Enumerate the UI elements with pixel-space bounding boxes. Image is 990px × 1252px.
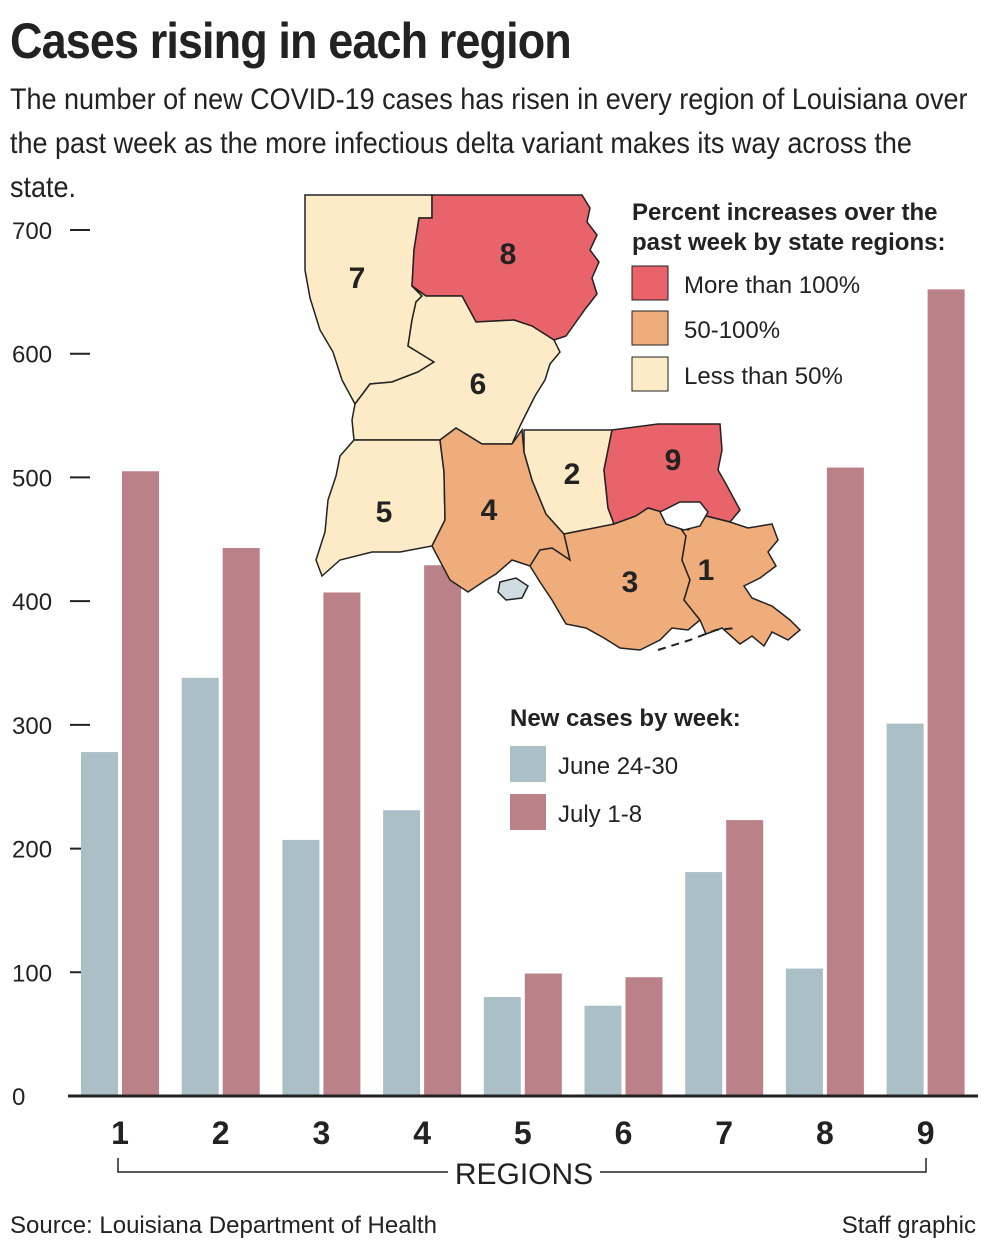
page-title: Cases rising in each region bbox=[10, 13, 572, 69]
x-category-label: 2 bbox=[212, 1115, 230, 1151]
x-category-label: 4 bbox=[413, 1115, 431, 1151]
map-legend: Percent increases over the past week by … bbox=[631, 199, 945, 392]
map-legend-swatch-less-than-50 bbox=[631, 356, 669, 392]
chart-legend-swatch-june bbox=[510, 746, 546, 782]
map-label-9: 9 bbox=[665, 444, 682, 477]
y-tick-label: 600 bbox=[12, 342, 52, 369]
y-axis: 0 100 200 300 400 500 600 700 bbox=[12, 218, 90, 1111]
credit-note: Staff graphic bbox=[841, 1212, 976, 1239]
map-legend-label-more-than-100: More than 100% bbox=[684, 272, 860, 299]
map-lake bbox=[658, 501, 709, 531]
x-category-label: 9 bbox=[917, 1115, 935, 1151]
bar-region-8-june bbox=[785, 968, 823, 1096]
bar-region-6-june bbox=[584, 1005, 622, 1096]
bar-region-5-july bbox=[524, 973, 562, 1096]
y-tick-label: 400 bbox=[12, 589, 52, 616]
bar-region-4-june bbox=[383, 810, 421, 1096]
chart-legend-swatch-july bbox=[510, 794, 546, 830]
bar-region-3-june bbox=[282, 839, 320, 1096]
chart-legend-label-july: July 1-8 bbox=[558, 801, 642, 828]
regions-bracket bbox=[117, 1158, 927, 1173]
map-region-1 bbox=[675, 515, 802, 648]
bar-region-9-june bbox=[886, 723, 924, 1096]
map-label-7: 7 bbox=[349, 262, 366, 295]
bar-region-1-june bbox=[81, 752, 118, 1096]
x-axis-category-labels: 1 2 3 4 5 6 7 8 9 bbox=[111, 1115, 934, 1151]
y-tick-label: 200 bbox=[12, 837, 52, 864]
chart-legend: New cases by week: June 24-30 July 1-8 bbox=[510, 705, 741, 830]
bar-region-8-july bbox=[826, 467, 864, 1096]
map-legend-swatch-50-100 bbox=[631, 310, 669, 346]
bar-region-5-june bbox=[483, 997, 521, 1096]
chart-legend-title: New cases by week: bbox=[510, 705, 741, 732]
bar-region-4-july bbox=[424, 565, 462, 1096]
x-category-label: 5 bbox=[514, 1115, 532, 1151]
map-legend-title-line-2: past week by state regions: bbox=[632, 229, 945, 256]
map-region-3 bbox=[529, 507, 702, 651]
y-tick-label: 100 bbox=[12, 960, 52, 987]
bar-region-9-july bbox=[927, 289, 965, 1097]
source-note: Source: Louisiana Department of Health bbox=[10, 1212, 437, 1239]
bar-region-7-june bbox=[685, 872, 723, 1096]
map-label-4: 4 bbox=[481, 494, 498, 527]
y-tick-label: 300 bbox=[12, 713, 52, 740]
map-label-6: 6 bbox=[470, 368, 487, 401]
bar-series bbox=[81, 289, 965, 1097]
y-tick-label: 500 bbox=[12, 465, 52, 492]
bar-region-6-july bbox=[625, 977, 663, 1096]
x-category-label: 7 bbox=[715, 1115, 733, 1151]
map-legend-label-50-100: 50-100% bbox=[684, 317, 780, 344]
map-label-5: 5 bbox=[376, 496, 393, 529]
bar-region-7-july bbox=[726, 820, 764, 1096]
map-label-1: 1 bbox=[698, 554, 715, 587]
x-category-label: 1 bbox=[111, 1115, 129, 1151]
y-tick-label: 0 bbox=[12, 1084, 25, 1111]
bar-region-2-june bbox=[181, 677, 219, 1096]
x-axis-title: REGIONS bbox=[455, 1158, 593, 1191]
map-coastal-lake bbox=[497, 577, 529, 601]
map-region-8 bbox=[411, 194, 600, 341]
bar-region-3-july bbox=[323, 592, 361, 1096]
map-legend-title-line-1: Percent increases over the bbox=[632, 199, 938, 226]
x-category-label: 8 bbox=[816, 1115, 834, 1151]
map-coast-dash bbox=[657, 627, 737, 651]
page-subtitle: The number of new COVID-19 cases has ris… bbox=[10, 83, 968, 204]
bar-region-1-july bbox=[122, 471, 159, 1096]
louisiana-region-map: 8 7 6 5 4 2 9 3 1 bbox=[304, 194, 802, 651]
map-label-8: 8 bbox=[500, 238, 517, 271]
x-category-label: 3 bbox=[313, 1115, 331, 1151]
bar-region-2-july bbox=[222, 547, 260, 1096]
x-category-label: 6 bbox=[615, 1115, 633, 1151]
map-legend-label-less-than-50: Less than 50% bbox=[684, 363, 843, 390]
map-label-3: 3 bbox=[622, 566, 639, 599]
map-label-2: 2 bbox=[564, 458, 581, 491]
y-tick-label: 700 bbox=[12, 218, 52, 245]
map-legend-swatch-more-than-100 bbox=[631, 265, 669, 301]
chart-legend-label-june: June 24-30 bbox=[558, 753, 678, 780]
